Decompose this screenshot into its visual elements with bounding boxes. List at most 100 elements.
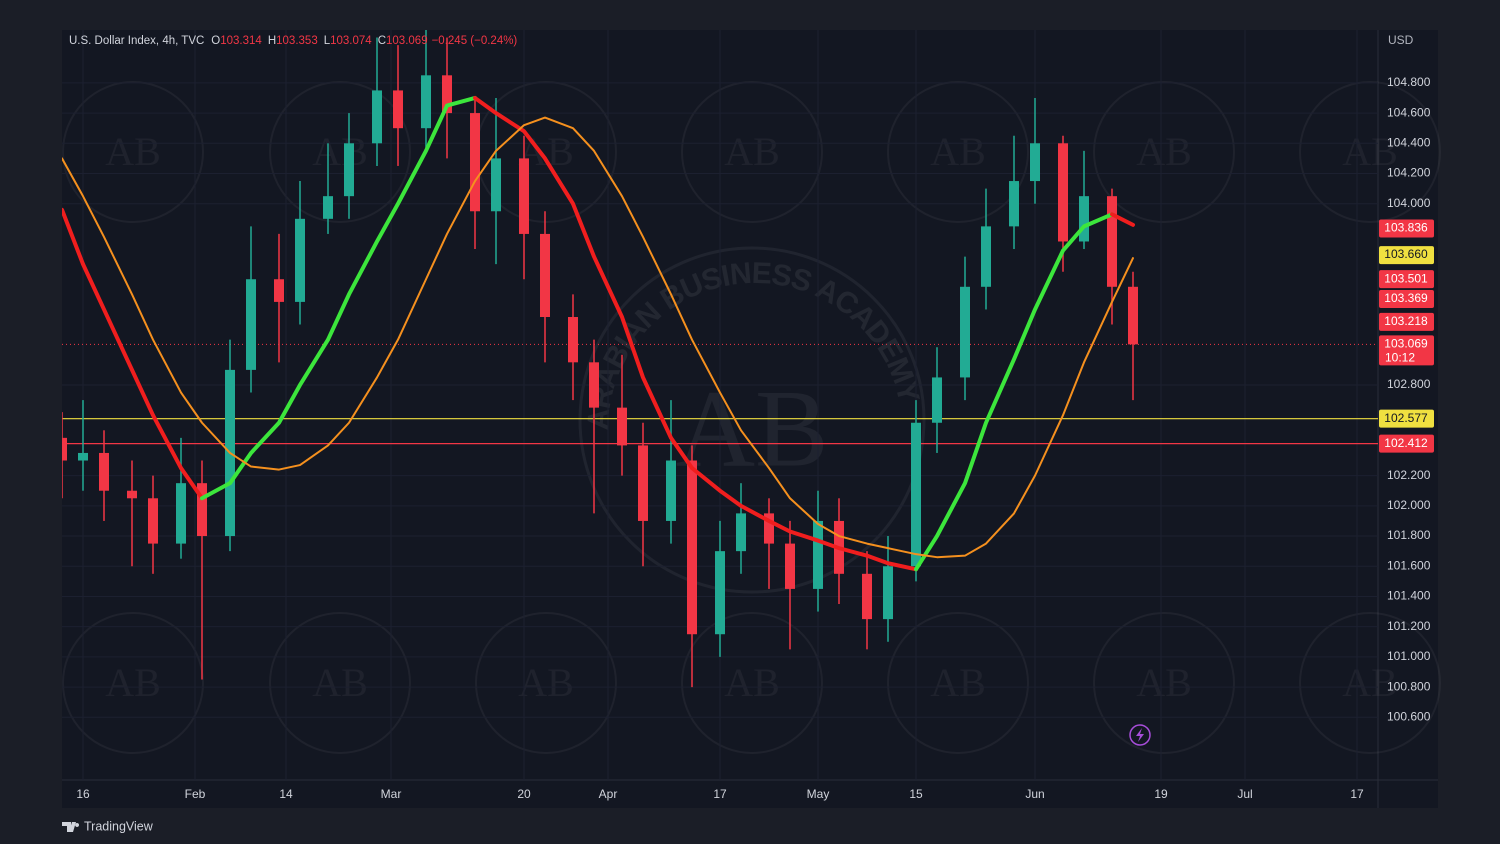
candle-body <box>197 483 207 537</box>
y-tick-label: 100.800 <box>1387 679 1431 693</box>
price-tag <box>1379 270 1434 289</box>
candle-body <box>764 513 774 544</box>
candle-body <box>1009 181 1019 227</box>
moving-average <box>914 212 1114 572</box>
candle-body <box>274 279 284 302</box>
candle-body <box>1107 196 1117 287</box>
y-tick-label: 101.800 <box>1387 528 1431 542</box>
watermark-emblem <box>62 81 204 223</box>
watermark-emblem <box>681 81 823 223</box>
watermark-ring <box>578 246 926 594</box>
watermark-emblem-initials: AB <box>105 660 161 705</box>
moving-average <box>62 207 204 501</box>
candle-body <box>372 90 382 144</box>
lightning-circle <box>1129 724 1151 746</box>
ohlc-key: O <box>211 35 220 47</box>
price-tag-label: 102.577 <box>1384 411 1428 425</box>
x-tick-label: 14 <box>279 787 293 801</box>
candle-body <box>344 143 354 197</box>
watermark-emblem-initials: AB <box>930 660 986 705</box>
branding-text: TradingView <box>84 819 154 833</box>
candle-body <box>981 226 991 287</box>
candle-body <box>1058 143 1068 242</box>
x-tick-label: 20 <box>517 787 531 801</box>
candle-body <box>736 513 746 552</box>
currency: USD <box>1388 33 1414 47</box>
candle-body <box>1079 196 1089 242</box>
watermark-emblem <box>887 612 1029 754</box>
watermark-emblem <box>1299 81 1441 223</box>
candle-body <box>589 362 599 408</box>
logo <box>62 822 80 832</box>
x-tick-label: 19 <box>1154 787 1168 801</box>
ohlc-value: 103.074 <box>330 35 372 47</box>
moving-average <box>62 116 1134 559</box>
watermark-emblem-initials: AB <box>312 129 368 174</box>
y-tick-label: 104.600 <box>1387 105 1431 119</box>
candle-body <box>540 233 550 318</box>
price-tag <box>1379 409 1434 428</box>
candle-body <box>62 437 67 461</box>
watermark-emblem <box>475 612 617 754</box>
candle-body <box>148 498 158 544</box>
price-tag-label: 103.836 <box>1384 221 1428 235</box>
watermark-emblem <box>1093 81 1235 223</box>
x-tick-label: Jul <box>1237 787 1252 801</box>
candle-body <box>1128 286 1138 345</box>
candle-body <box>960 286 970 378</box>
candle-body <box>568 317 578 363</box>
header: U.S. Dollar Index, 4h, TVC O103.314 H103.3… <box>69 35 517 47</box>
moving-average <box>1110 212 1135 227</box>
price-tag-label: 103.069 <box>1384 337 1428 351</box>
x-tick-label: 15 <box>909 787 923 801</box>
watermark-emblem <box>62 612 204 754</box>
moving-average <box>200 95 477 501</box>
candle-body <box>813 520 823 589</box>
candle-body <box>932 377 942 423</box>
lightning-bolt <box>1136 728 1144 742</box>
candle-body <box>470 113 480 212</box>
y-tick-label: 104.800 <box>1387 75 1431 89</box>
candle-body <box>421 75 431 129</box>
candle-body <box>1030 143 1040 182</box>
candle-body <box>295 218 305 302</box>
ohlc-key: C <box>378 35 386 47</box>
axes: 100.600 100.800 101.000 101.200 101.400 101.6… <box>76 75 1434 801</box>
candle-body <box>911 422 921 567</box>
branding: TradingView <box>62 819 154 833</box>
ohlc-key: L <box>324 35 331 47</box>
x-tick-label: 17 <box>713 787 727 801</box>
plot-area <box>62 30 1378 688</box>
watermark-emblem <box>269 81 411 223</box>
grid <box>62 30 1378 780</box>
x-tick-label: Feb <box>185 787 206 801</box>
x-tick-label: May <box>807 787 830 801</box>
watermark-emblem-initials: AB <box>724 660 780 705</box>
price-tag <box>1379 246 1434 265</box>
ohlc-key: H <box>268 35 276 47</box>
y-tick-label: 101.200 <box>1387 619 1431 633</box>
y-tick-label: 101.600 <box>1387 558 1431 572</box>
candle-body <box>785 543 795 589</box>
price-tag-label: 103.369 <box>1384 291 1428 305</box>
candle-body <box>176 483 186 544</box>
watermark-emblem-initials: AB <box>1136 660 1192 705</box>
y-tick-label: 101.400 <box>1387 589 1431 603</box>
watermark-emblem <box>1093 612 1235 754</box>
candle-body <box>78 452 88 461</box>
watermark-emblem <box>887 81 1029 223</box>
candle-body <box>323 196 333 219</box>
price-tag <box>1379 290 1434 309</box>
candle-body <box>519 158 529 234</box>
y-tick-label: 104.000 <box>1387 196 1431 210</box>
moving-average <box>473 95 918 572</box>
candle-body <box>442 75 452 114</box>
lightning-icon <box>1129 724 1151 746</box>
price-tag <box>1379 335 1434 366</box>
watermark-emblem <box>269 612 411 754</box>
watermark-emblem-initials: AB <box>105 129 161 174</box>
candle-body <box>666 460 676 521</box>
price-tag-label: 102.412 <box>1384 436 1428 450</box>
x-tick-label: 17 <box>1350 787 1364 801</box>
